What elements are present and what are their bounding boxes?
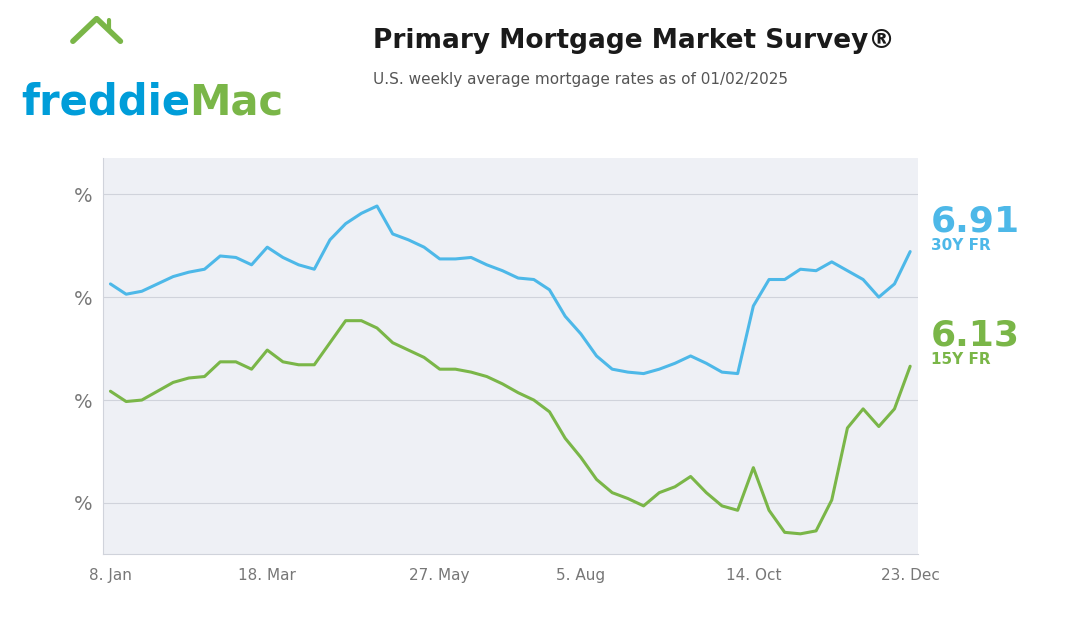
Text: 15Y FR: 15Y FR <box>931 352 990 367</box>
Text: 30Y FR: 30Y FR <box>931 238 990 253</box>
Text: freddie: freddie <box>22 82 191 124</box>
Text: Primary Mortgage Market Survey®: Primary Mortgage Market Survey® <box>373 28 894 54</box>
Text: Mac: Mac <box>189 82 283 124</box>
Text: 6.13: 6.13 <box>931 319 1020 353</box>
Text: U.S. weekly average mortgage rates as of 01/02/2025: U.S. weekly average mortgage rates as of… <box>373 72 787 88</box>
Text: 6.91: 6.91 <box>931 204 1021 238</box>
